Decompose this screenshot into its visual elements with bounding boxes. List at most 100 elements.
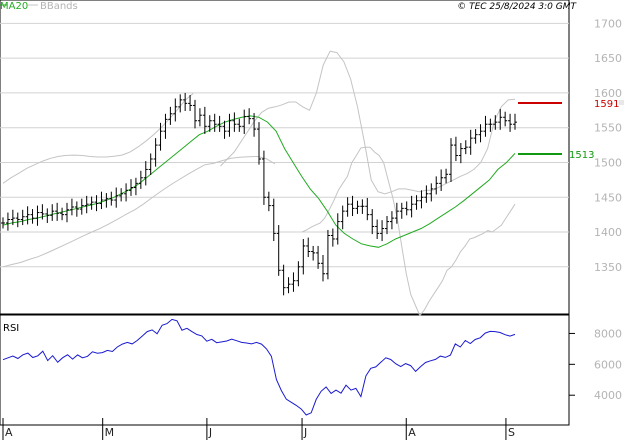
- ohlc-bar: [124, 183, 129, 202]
- ohlc-bar: [163, 113, 168, 139]
- ohlc-bar: [394, 202, 399, 224]
- ohlc-bar: [25, 206, 30, 225]
- ohlc-bar: [55, 202, 60, 221]
- bb-lower: [301, 146, 516, 317]
- ohlc-bar: [158, 122, 163, 151]
- ohlc-bar: [335, 213, 340, 245]
- ohlc-bar: [222, 120, 227, 139]
- ohlc-bar: [65, 202, 69, 223]
- ohlc-bar: [45, 208, 50, 223]
- ohlc-bar: [296, 261, 301, 287]
- ohlc-bar: [1, 217, 5, 229]
- ohlc-bar: [291, 272, 296, 292]
- ohlc-bar: [69, 198, 74, 216]
- rsi-tick-label: 6000: [594, 358, 622, 371]
- copyright-label: © TEC 25/8/2024 3:0 GMT: [457, 2, 577, 12]
- ohlc-bar: [458, 143, 463, 164]
- ohlc-bar: [365, 197, 370, 221]
- ohlc-bar: [207, 115, 212, 132]
- ohlc-bar: [286, 277, 291, 294]
- ohlc-bar: [168, 106, 173, 125]
- month-label: J: [208, 426, 212, 439]
- ohlc-bar: [271, 198, 276, 242]
- ohlc-bar: [478, 124, 483, 143]
- ohlc-bar: [252, 113, 257, 137]
- ma20-line: [2, 115, 516, 248]
- month-label: S: [508, 426, 515, 439]
- ma-legend-label: MA20: [0, 1, 28, 12]
- bollinger-bands: [2, 50, 516, 317]
- rsi-panel-frame: [0, 314, 570, 426]
- ohlc-bar: [10, 209, 15, 226]
- ohlc-bar: [321, 254, 325, 282]
- ohlc-bar: [232, 112, 237, 132]
- ohlc-bar: [370, 209, 375, 235]
- ohlc-bar: [439, 169, 444, 191]
- ohlc-bar: [257, 122, 261, 165]
- ohlc-bar: [178, 94, 183, 113]
- price-tick-label: 1650: [594, 52, 622, 65]
- ohlc-bar: [325, 229, 330, 280]
- ohlc-bar: [247, 108, 252, 125]
- ohlc-bar: [399, 202, 404, 219]
- ohlc-bar: [242, 109, 247, 134]
- ma-value: 1513: [569, 150, 594, 161]
- ohlc-bar: [345, 197, 350, 217]
- price-tick-label: 1400: [594, 226, 622, 239]
- ma20-polyline: [2, 115, 516, 248]
- price-tick-label: 1450: [594, 191, 622, 204]
- ohlc-bar: [153, 138, 158, 167]
- bb-lower-early: [2, 155, 276, 268]
- ohlc-bar: [498, 108, 503, 130]
- ohlc-bar: [380, 220, 385, 242]
- price-panel-frame: [0, 0, 570, 315]
- ohlc-bar: [429, 183, 434, 202]
- ohlc-bar: [119, 188, 124, 202]
- ohlc-bar: [99, 191, 104, 210]
- ohlc-bar: [473, 129, 478, 144]
- ohlc-bar: [227, 113, 232, 137]
- ohlc-bar: [5, 212, 10, 231]
- ohlc-bar: [453, 136, 458, 162]
- ohlc-bar: [79, 198, 84, 215]
- ohlc-bar: [463, 140, 468, 155]
- ohlc-bar: [414, 195, 419, 210]
- rsi-axis-labels: 4000 6000 8000: [569, 327, 622, 402]
- ohlc-bar: [143, 161, 148, 186]
- price-tick-label: 1600: [594, 87, 622, 100]
- ohlc-bar: [306, 237, 311, 258]
- ohlc-bar: [311, 245, 316, 261]
- ohlc-bar: [193, 99, 197, 129]
- ohlc-bar: [35, 205, 40, 226]
- ohlc-bar: [74, 201, 79, 217]
- ohlc-bar: [109, 191, 114, 206]
- ohlc-bar: [330, 228, 335, 247]
- ohlc-bar: [513, 113, 517, 130]
- ohlc-bar: [375, 219, 380, 239]
- ohlc-bar: [449, 138, 453, 182]
- ohlc-bar: [261, 150, 266, 205]
- ohlc-bar: [434, 176, 439, 195]
- ohlc-bar: [138, 170, 143, 189]
- ohlc-bar: [129, 179, 133, 196]
- upper-value-tag: [619, 100, 624, 105]
- ohlc-bar: [266, 191, 271, 212]
- ohlc-bar: [148, 153, 153, 175]
- rsi-tick-label: 8000: [594, 327, 622, 340]
- ohlc-bar: [488, 118, 493, 132]
- ohlc-bar: [404, 201, 409, 216]
- ohlc-bar: [15, 212, 20, 228]
- ohlc-bar: [316, 245, 321, 269]
- ohlc-bar: [508, 113, 513, 132]
- ohlc-bar: [301, 238, 306, 275]
- ohlc-bar: [188, 95, 193, 112]
- month-label: A: [408, 426, 416, 439]
- ohlc-bar: [20, 209, 25, 226]
- upper-band-value: 1591: [594, 99, 619, 110]
- ohlc-bar: [281, 264, 286, 296]
- price-tick-label: 1350: [594, 261, 622, 274]
- ohlc-bar: [493, 115, 498, 130]
